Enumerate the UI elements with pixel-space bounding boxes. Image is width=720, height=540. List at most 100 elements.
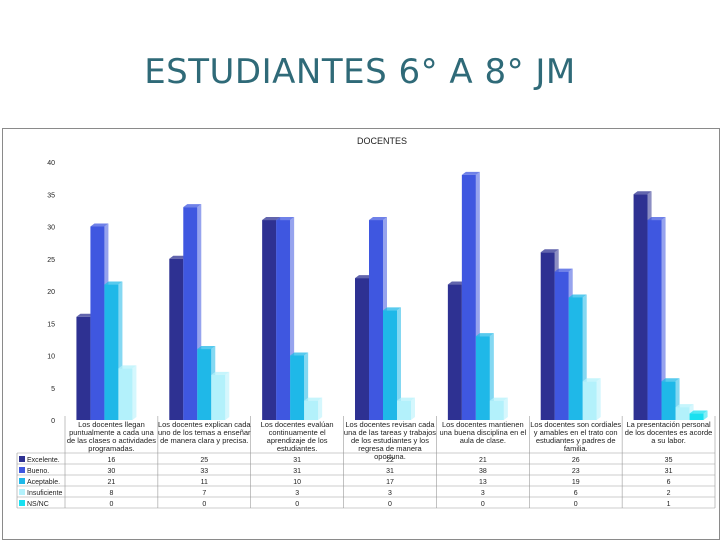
bar-top bbox=[489, 397, 508, 401]
chart-title: DOCENTES bbox=[357, 136, 407, 146]
table-cell: 7 bbox=[202, 490, 206, 497]
bar bbox=[661, 381, 676, 420]
bar-top bbox=[304, 397, 323, 401]
bar bbox=[290, 355, 305, 420]
table-cell: 26 bbox=[572, 457, 580, 464]
table-cell: 6 bbox=[667, 479, 671, 486]
legend-swatch bbox=[19, 500, 25, 506]
legend-swatch bbox=[19, 489, 25, 495]
bar-top bbox=[276, 217, 295, 221]
bar-top bbox=[383, 307, 401, 311]
table-cell: 13 bbox=[479, 479, 487, 486]
category-label: Los docentes llegan puntualmente a cada … bbox=[66, 420, 157, 453]
bar-top bbox=[397, 397, 415, 401]
table-cell: 0 bbox=[574, 501, 578, 508]
bar-side bbox=[503, 397, 508, 420]
bar-top bbox=[90, 223, 109, 227]
y-tick-label: 25 bbox=[47, 257, 55, 264]
bar bbox=[369, 220, 383, 420]
y-tick-label: 10 bbox=[47, 354, 55, 361]
bar-top bbox=[169, 255, 188, 259]
table-cell: 0 bbox=[388, 501, 392, 508]
table-cell: 0 bbox=[109, 501, 113, 508]
table-cell: 1 bbox=[667, 501, 671, 508]
legend-label: Excelente. bbox=[27, 457, 60, 464]
bar bbox=[76, 316, 91, 420]
bar-side bbox=[703, 410, 708, 420]
bar bbox=[304, 400, 319, 420]
bar bbox=[262, 220, 277, 420]
bar bbox=[104, 284, 119, 420]
bar bbox=[461, 174, 476, 420]
bar-top bbox=[647, 217, 666, 221]
table-cell: 35 bbox=[665, 457, 673, 464]
bar-top bbox=[475, 333, 494, 337]
table-cell: 0 bbox=[481, 501, 485, 508]
chart-area: DOCENTES 0 5 10 15 20 25 30 35 40 Excelente. 16 25 31… bbox=[2, 128, 720, 540]
table-cell: 3 bbox=[388, 490, 392, 497]
bar bbox=[475, 336, 490, 420]
bar-top bbox=[540, 249, 559, 253]
table-cell: 23 bbox=[572, 468, 580, 475]
bar-side bbox=[661, 217, 666, 420]
table-cell: 31 bbox=[293, 468, 301, 475]
bar bbox=[355, 278, 369, 420]
bar-top bbox=[211, 371, 230, 375]
bar-top bbox=[689, 410, 708, 414]
slide-title: ESTUDIANTES 6° A 8° JM bbox=[144, 52, 576, 92]
table-cell: 17 bbox=[386, 479, 394, 486]
bar-top bbox=[661, 378, 680, 382]
bar bbox=[582, 381, 597, 420]
bar bbox=[447, 284, 462, 420]
table-cell: 3 bbox=[295, 490, 299, 497]
y-tick-label: 40 bbox=[47, 160, 55, 167]
bar-top bbox=[568, 294, 587, 298]
y-tick-label: 15 bbox=[47, 321, 55, 328]
table-cell: 21 bbox=[108, 479, 116, 486]
bar bbox=[647, 220, 662, 420]
bar-side bbox=[225, 371, 230, 420]
bar-top bbox=[290, 352, 309, 356]
table-cell: 30 bbox=[108, 468, 116, 475]
table-cell: 16 bbox=[108, 457, 116, 464]
bar bbox=[489, 400, 504, 420]
category-label: Los docentes mantienen una buena discipl… bbox=[439, 420, 527, 445]
table-cell: 21 bbox=[479, 457, 487, 464]
bar-top bbox=[104, 281, 123, 285]
bar-side bbox=[411, 397, 415, 420]
bar bbox=[554, 271, 569, 420]
bar bbox=[633, 194, 648, 420]
bar-side bbox=[132, 365, 137, 420]
legend-swatch bbox=[19, 478, 25, 484]
table-cell: 19 bbox=[572, 479, 580, 486]
table-cell: 0 bbox=[202, 501, 206, 508]
bar bbox=[276, 220, 291, 420]
table-cell: 33 bbox=[200, 468, 208, 475]
bar bbox=[540, 252, 555, 420]
legend-label: Aceptable. bbox=[27, 479, 60, 486]
table-cell: 25 bbox=[200, 457, 208, 464]
bar bbox=[568, 297, 583, 420]
category-label: La presentación personal de los docentes… bbox=[624, 420, 713, 445]
bar-top bbox=[118, 365, 137, 369]
category-label: Los docentes evalúan continuamente el ap… bbox=[260, 420, 334, 453]
bar-top bbox=[197, 346, 216, 350]
bar-side bbox=[318, 397, 323, 420]
bar-top bbox=[262, 217, 281, 221]
category-label: Los docentes son cordiales y amables en … bbox=[530, 420, 622, 453]
bar bbox=[675, 407, 690, 420]
y-tick-label: 0 bbox=[51, 418, 55, 425]
table-cell: 3 bbox=[481, 490, 485, 497]
legend-swatch bbox=[19, 456, 25, 462]
table-cell: 2 bbox=[667, 490, 671, 497]
bar bbox=[397, 400, 411, 420]
category-label: Los docentes explican cada uno de los te… bbox=[157, 420, 251, 445]
y-tick-label: 5 bbox=[51, 386, 55, 393]
bar-top bbox=[355, 275, 373, 279]
legend-label: Insuficiente bbox=[27, 490, 63, 497]
legend-label: NS/NC bbox=[27, 501, 49, 508]
table-cell: 0 bbox=[295, 501, 299, 508]
table-cell: 31 bbox=[293, 457, 301, 464]
table-cell: 11 bbox=[201, 479, 208, 486]
